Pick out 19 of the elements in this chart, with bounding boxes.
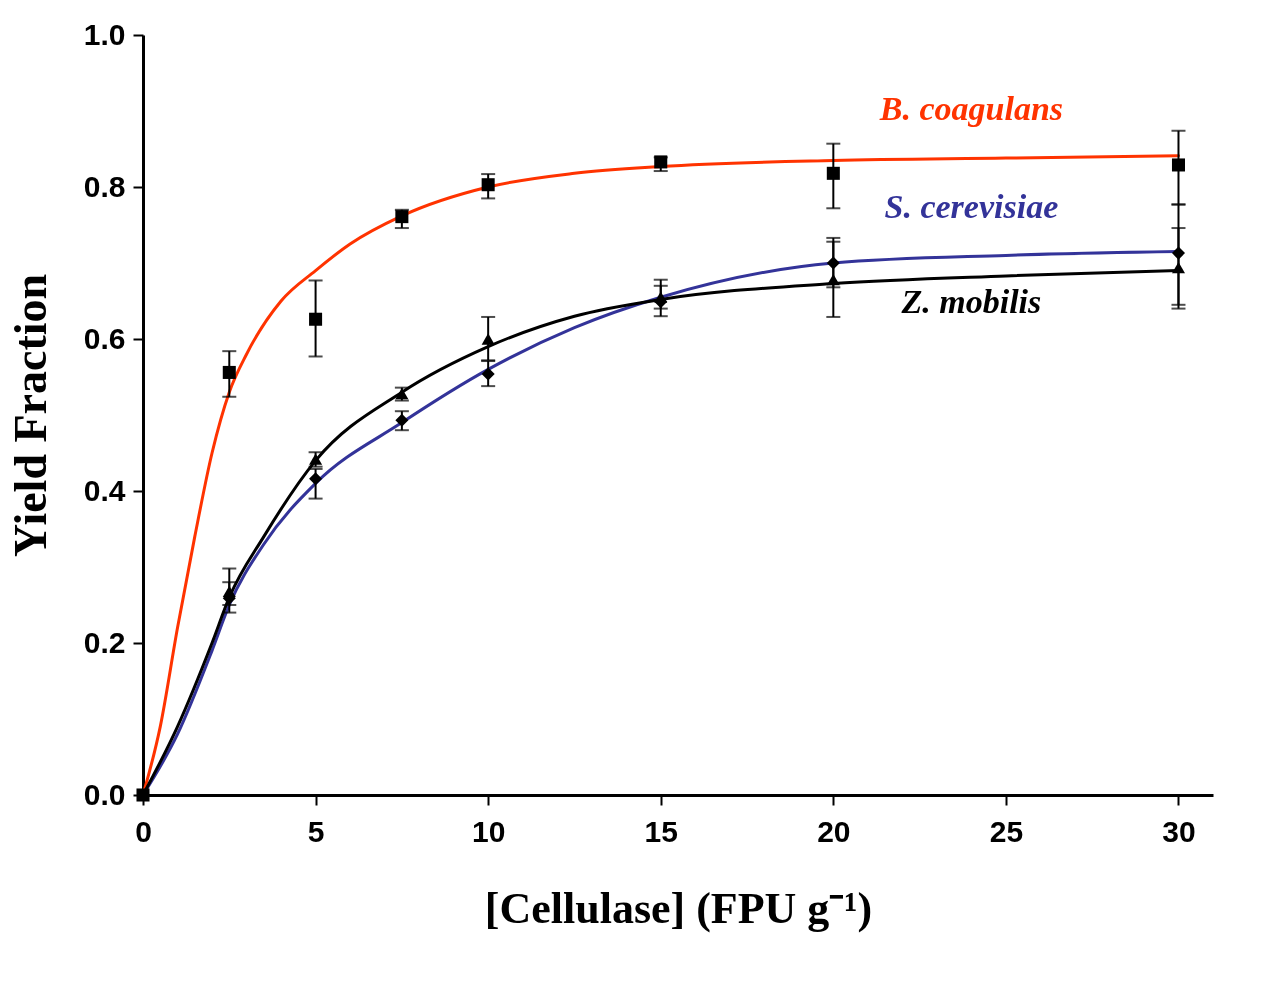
series-label: S. cerevisiae xyxy=(884,187,1059,225)
x-axis-title: [Cellulase] (FPU g⁻¹) xyxy=(484,883,873,933)
x-tick-label: 20 xyxy=(817,814,851,848)
y-tick-label: 0.2 xyxy=(83,625,126,659)
y-axis-title: Yield Fraction xyxy=(4,273,56,558)
y-tick-label: 0.6 xyxy=(83,321,126,355)
point xyxy=(136,788,150,802)
y-tick-label: 1.0 xyxy=(83,17,126,51)
y-tick-label: 0.8 xyxy=(83,169,126,203)
x-tick-label: 5 xyxy=(307,814,325,848)
x-tick-label: 25 xyxy=(989,814,1024,848)
y-tick-label: 0.4 xyxy=(83,473,126,507)
x-tick-label: 0 xyxy=(135,814,152,848)
series-label: B. coagulans xyxy=(878,89,1064,127)
x-tick-label: 30 xyxy=(1162,814,1196,848)
y-tick-label: 0.0 xyxy=(83,777,126,811)
series-label: Z. mobilis xyxy=(900,282,1042,320)
x-tick-label: 10 xyxy=(471,814,506,848)
x-tick-label: 15 xyxy=(644,814,678,848)
